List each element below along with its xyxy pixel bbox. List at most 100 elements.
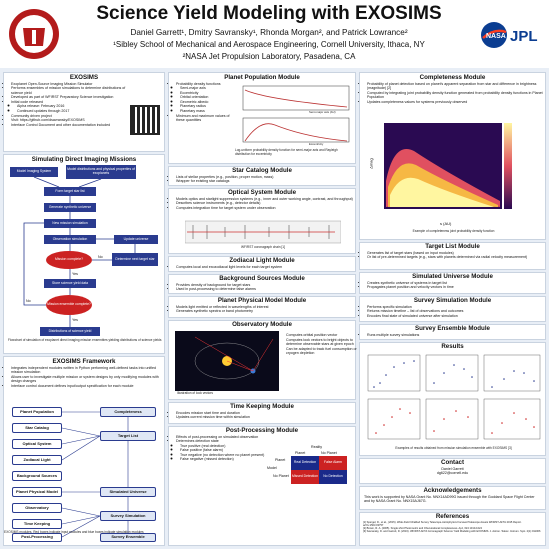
post-title: Post-Processing Module (225, 427, 299, 434)
os-title: Optical System Module (227, 189, 297, 196)
contact-email[interactable]: dg622@cornell.edu (436, 470, 469, 475)
os-item: Describes science instruments (e.g., det… (176, 201, 355, 206)
framework-item: Allows user to investigate multiple miss… (11, 375, 164, 384)
results-title: Results (441, 343, 464, 350)
flow-yes-label-2: Yes (72, 318, 78, 322)
pp-xlabel-2: Eccentricity (309, 142, 324, 146)
exosims-item: Community driven project (11, 114, 129, 119)
reality-col-noplanet: No Planet (321, 451, 337, 455)
flow-next-target: Determine next target star (112, 253, 158, 266)
obsm-caption: Illustration of look vectors (177, 391, 213, 395)
flow-yield-distributions: Distributions of science yield (40, 327, 100, 336)
cell-missed-detection: Missed Detection (291, 470, 319, 484)
sc-item: Lists of stellar properties (e.g., posit… (176, 175, 355, 180)
ss-item: Returns mission timeline – list of obser… (367, 309, 545, 314)
cornell-seal-logo (8, 6, 60, 62)
coronagraph-diagram (185, 220, 341, 244)
obsm-item: Computes orbital position vector (286, 333, 360, 338)
pp-item: Probability density functions (176, 82, 234, 87)
framework-item: Interface control document defines input… (11, 384, 164, 389)
simdim-caption: Flowchart of simulation of exoplanet dir… (8, 338, 162, 342)
pp-caption: Log-uniform probability density function… (235, 148, 338, 156)
flow-observation-sim: Observation simulation (44, 235, 96, 244)
bs-item: Used in post-processing to determine fal… (176, 287, 355, 292)
post-subitem: True negative (no detection where no pla… (180, 453, 266, 458)
post-subitem: False negative (missed detection) (180, 457, 266, 462)
svg-text:NASA: NASA (486, 33, 506, 40)
module-planet-population: Planet Population (12, 407, 62, 417)
tl-title: Target List Module (425, 243, 480, 250)
cell-no-detection: No Detection (319, 470, 347, 484)
zl-title: Zodiacal Light Module (229, 257, 295, 264)
flow-generate-universe: Generate synthetic universe (44, 203, 96, 212)
post-processing-panel: Post-Processing Module Effects of post-p… (168, 426, 356, 546)
zl-item: Computes local and exozodiacal light lev… (176, 265, 355, 270)
survey-simulation-panel: Survey Simulation Module Performs specif… (359, 296, 546, 322)
su-item: Propagates planet position and velocity … (367, 285, 545, 290)
star-catalog-panel: Star Catalog Module Lists of stellar pro… (168, 166, 356, 186)
ref-item: [3] Savransky, D. and Garrett, D. (2016)… (363, 529, 541, 533)
module-completeness: Completeness (100, 407, 156, 417)
post-item: Determines detection state (176, 439, 266, 444)
cell-real-detection: Real Detection (291, 456, 319, 470)
module-time-keeping: Time Keeping (12, 519, 62, 529)
flow-model-imaging-system: Model Imaging System (10, 167, 58, 177)
flow-update-universe: Update universe (114, 235, 158, 244)
qr-code-icon[interactable] (130, 105, 160, 135)
svg-text:JPL: JPL (510, 28, 538, 45)
bs-item: Provides density of background for targe… (176, 283, 355, 288)
exosims-item: Exoplanet Open-Source Imaging Mission Si… (11, 82, 129, 87)
ref-item: [1] Spergel, D., et al., (2015). Wide-Fi… (363, 520, 522, 527)
affiliation-2: ²NASA Jet Propulsion Laboratory, Pasaden… (182, 52, 356, 61)
ack-panel: Acknowledgements This work is supported … (359, 486, 546, 510)
exosims-subitem: Continued updates through 2017 (17, 109, 129, 114)
pp-subitem: Planetary mass (180, 109, 234, 114)
module-optical-system: Optical System (12, 439, 62, 449)
flow-mission-complete: Mission complete? (46, 251, 92, 269)
observatory-panel: Observatory Module Computes orbital posi… (168, 320, 357, 400)
ref-item: [2] Brown, R. A. (2005). Single-Visit Ph… (363, 526, 482, 530)
reality-label: Reality (311, 445, 322, 449)
framework-arrows (61, 411, 129, 538)
model-row-noplanet: No Planet (273, 474, 289, 478)
post-item: Effects of post-processing on simulated … (176, 435, 266, 440)
cmp-item: Updates completeness values for systems … (367, 100, 545, 105)
pp-subitem: Eccentricity (180, 91, 234, 96)
results-caption: Examples of results obtained from missio… (395, 446, 512, 450)
refs-panel: References [1] Spergel, D., et al., (201… (359, 512, 546, 546)
cell-false-alarm: False Alarm (319, 456, 347, 470)
authors: Daniel Garrett¹, Dmitry Savransky¹, Rhon… (130, 28, 408, 37)
se-item: Runs multiple survey simulations (367, 333, 545, 338)
os-caption: WFIRST coronagraph chain [1] (241, 245, 285, 249)
obsm-item: Can be adapted to track fuel consumption… (286, 347, 360, 356)
results-panel: Results Examples of results obtained fro… (359, 342, 546, 456)
github-link[interactable]: Visit: https://github.com/dsavransky/EXO… (11, 118, 129, 123)
flow-ensemble-complete: Mission ensemble complete? (46, 295, 92, 315)
bs-title: Background Sources Module (219, 275, 305, 282)
obsm-title: Observatory Module (232, 321, 292, 328)
simulated-universe-panel: Simulated Universe Module Creates synthe… (359, 272, 546, 294)
cmp-item: Probability of planet detection based on… (367, 82, 545, 91)
exosims-panel: EXOSIMS Exoplanet Open-Source Imaging Mi… (3, 72, 165, 152)
planet-physical-panel: Planet Physical Model Module Models ligh… (168, 296, 356, 318)
se-title: Survey Ensemble Module (415, 325, 490, 332)
pp-subitem: Orbital orientation (180, 95, 234, 100)
module-simulated-universe: Simulated Universe (100, 487, 156, 497)
flow-store-yield: Store science yield data (44, 279, 96, 288)
reality-col-planet: Planet (295, 451, 306, 455)
module-observatory: Observatory (12, 503, 62, 513)
simdim-panel: Simulating Direct Imaging Missions Model… (3, 154, 165, 354)
simdim-title: Simulating Direct Imaging Missions (31, 156, 137, 163)
poster-title: Science Yield Modeling with EXOSIMS (96, 3, 442, 24)
target-list-panel: Target List Module Generates list of tar… (359, 242, 546, 270)
os-item: Computes integration time for target sys… (176, 206, 355, 211)
affiliation-1: ¹Sibley School of Mechanical and Aerospa… (113, 40, 425, 49)
module-survey-ensemble: Survey Ensemble (100, 533, 156, 542)
module-planet-physical: Planet Physical Model (12, 487, 62, 497)
ack-text: This work is supported by NASA Grant No.… (364, 494, 535, 503)
module-survey-simulation: Survey Simulation (100, 511, 156, 521)
obsm-item: Computes look vectors to bright objects … (286, 338, 360, 347)
cmp-caption: Example of completeness joint probabilit… (412, 229, 495, 233)
ppm-item: Models light emitted or reflected in wav… (176, 305, 355, 310)
post-subitem: False positive (false alarm) (180, 448, 266, 453)
